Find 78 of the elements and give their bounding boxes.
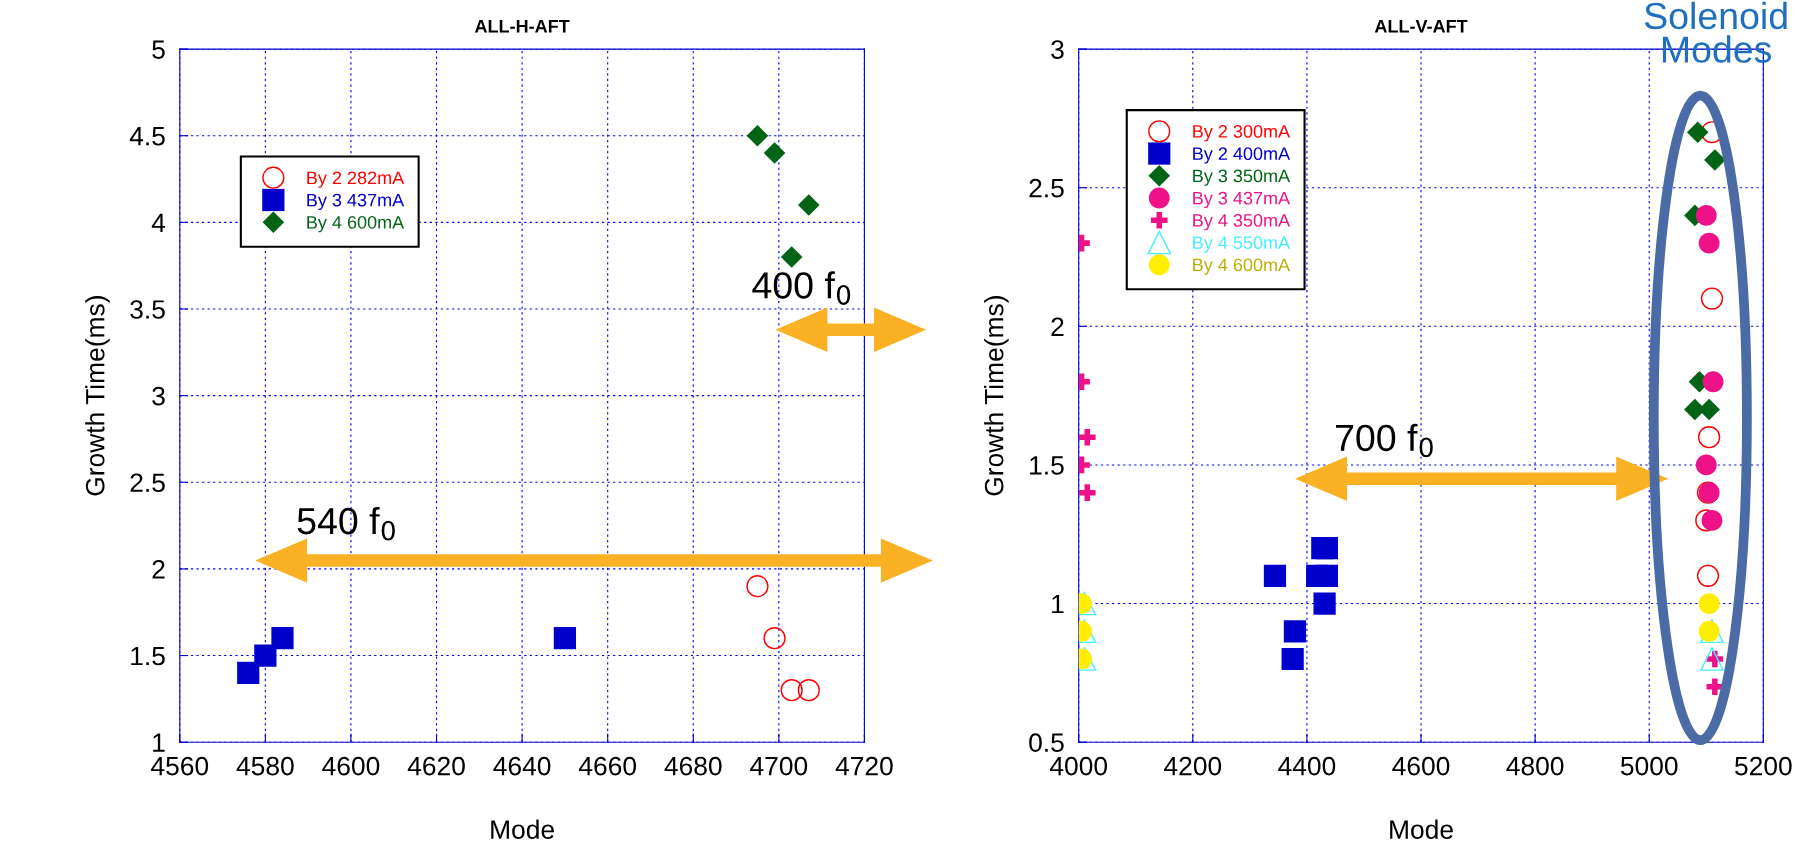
y-tick-label: 3 [1051,40,1064,59]
point [1315,564,1338,587]
point [1283,620,1307,643]
point [1695,205,1717,226]
legend-label: By 4 550mA [1193,236,1291,253]
point [237,661,260,684]
x-tick-label: 4400 [1278,756,1336,776]
x-tick-label: 4660 [578,756,636,776]
annotation: 700 f$_{0}$ [1335,423,1433,458]
legend-label: By 2 282mA [307,171,405,188]
x-tick-label: 4200 [1164,756,1222,776]
x-tick-label: 5200 [1735,756,1792,776]
y-axis-title: Growth Time(ms) [984,296,1009,496]
x-tick-label: 4680 [664,756,722,776]
y-tick-label: 1.5 [131,646,165,666]
y-tick-label: 2 [152,560,165,579]
x-tick-label: 4620 [407,756,465,776]
point [553,627,576,650]
x-tick-label: 4580 [236,756,294,776]
point [1698,426,1721,449]
point [1700,287,1724,310]
annotation: 400 f$_{0}$ [752,271,851,305]
x-tick-label: 4800 [1506,756,1564,776]
legend-label: By 3 350mA [1193,169,1291,186]
x-tick-label: 5000 [1620,756,1678,776]
point [1695,454,1717,476]
point [797,194,820,216]
y-tick-label: 4.5 [129,127,165,146]
legend-label: By 3 437mA [307,193,405,211]
x-tick-label: 4600 [322,756,380,776]
chart-title: ALL-H-AFT [474,19,570,33]
annotation: 540 f$_{0}$ [297,506,395,541]
y-tick-label: 1.5 [1030,456,1064,475]
y-axis-title: Growth Time(ms) [85,296,110,496]
chart-title: ALL-V-AFT [1374,19,1468,33]
legend-label: By 2 400mA [1193,147,1291,164]
legend-label: By 2 300mA [1193,125,1291,142]
y-tick-label: 3.5 [130,300,165,319]
point [797,679,820,702]
x-axis-title: Mode [1390,819,1453,839]
y-tick-label: 3 [152,386,165,406]
point [1702,371,1724,393]
x-axis-title: Mode [491,819,554,839]
y-tick-label: 2 [1051,317,1064,336]
x-tick-label: 4720 [835,756,893,776]
legend-label: By 4 350mA [1193,214,1291,231]
point [780,246,803,268]
x-tick-label: 4700 [750,756,808,776]
legend-label: By 4 600mA [1193,258,1291,275]
y-tick-label: 1 [1052,594,1064,614]
x-tick-label: 4000 [1049,756,1108,776]
point [746,575,769,598]
y-tick-label: 1 [153,733,165,752]
point [1313,592,1336,615]
point [1696,564,1720,587]
y-tick-label: 4 [151,213,166,232]
legend-label: By 3 437mA [1193,191,1291,209]
y-tick-label: 2.5 [1029,178,1064,198]
point [1701,509,1723,531]
y-tick-label: 2.5 [130,473,165,493]
legend-label: By 4 600mA [307,215,405,233]
point [254,644,277,667]
point [1263,564,1287,587]
point [746,124,769,147]
point [780,679,803,702]
point [1698,232,1720,254]
point [763,627,786,650]
y-tick-label: 5 [152,40,165,59]
point [1686,121,1709,144]
point [763,142,786,164]
point [1281,647,1304,671]
x-tick-label: 4640 [493,756,551,776]
y-tick-label: 0.5 [1029,733,1064,752]
x-tick-label: 4600 [1392,756,1450,776]
x-tick-label: 4560 [151,756,209,776]
point [1706,678,1724,696]
point [271,627,294,650]
point [1704,149,1726,171]
